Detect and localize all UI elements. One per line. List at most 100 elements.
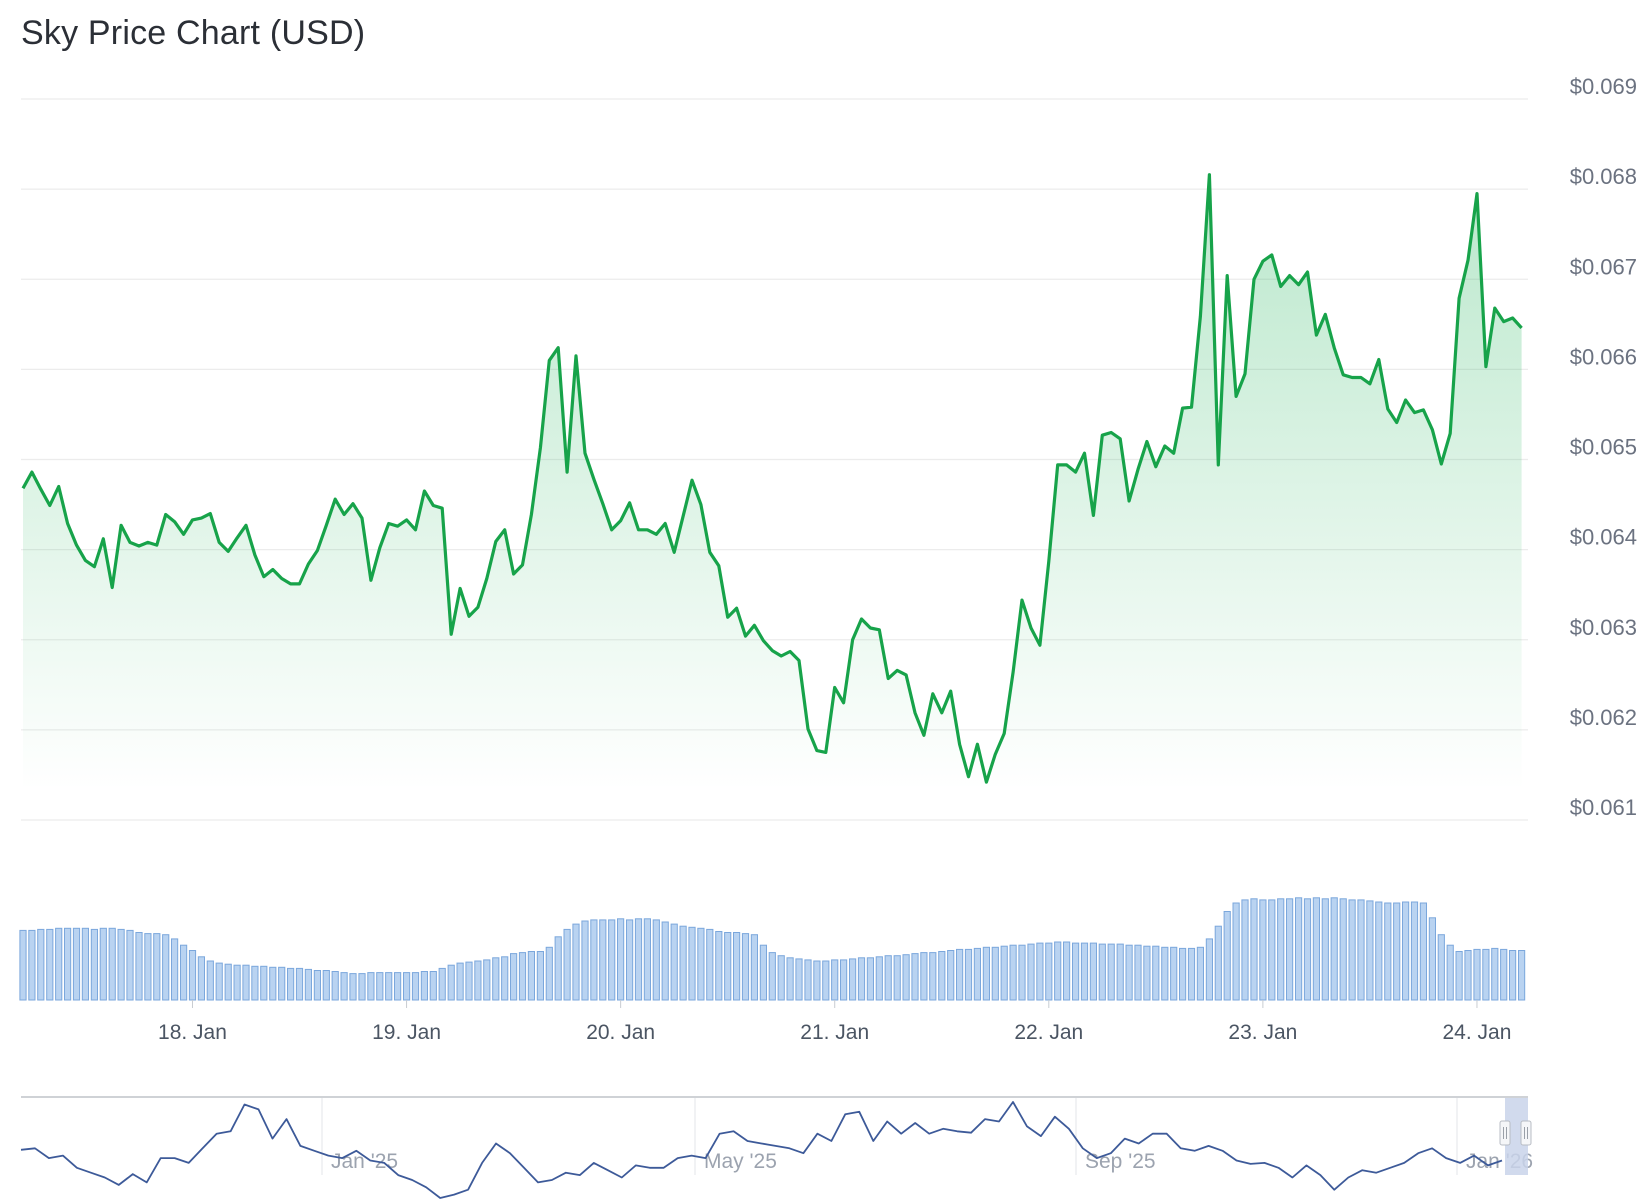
volume-bar [929,952,937,1001]
volume-bar [465,961,473,1001]
volume-bar [1428,917,1437,1001]
volume-bar [474,960,482,1001]
volume-bar [1473,948,1481,1001]
volume-bar [563,928,571,1001]
volume-bar [420,971,428,1001]
volume-bar [991,946,999,1001]
volume-bar [64,927,72,1001]
volume-bar [1223,911,1231,1001]
volume-bar [581,920,589,1001]
volume-bar [251,965,259,1001]
volume-bar [706,928,714,1001]
volume-bar [99,927,107,1001]
volume-bar [188,950,197,1001]
volume-bar [1080,942,1089,1001]
volume-bar [322,970,330,1001]
y-tick-label: $0.064 [1570,525,1637,550]
volume-bar [144,933,152,1001]
y-axis-labels: $0.069 $0.068 $0.067 $0.066 $0.065 $0.064 $0.0… [1570,74,1637,820]
volume-bar [590,919,598,1001]
volume-bar [1446,944,1454,1001]
volume-bar [349,973,357,1001]
volume-bar [652,919,660,1001]
volume-bar [1179,947,1187,1001]
x-tick-label: 22. Jan [1014,1021,1083,1044]
volume-bar [902,954,910,1001]
volume-bar [608,919,616,1001]
volume-bar [1437,934,1445,1001]
volume-bar [626,919,634,1001]
volume-bar [1232,902,1240,1001]
navigator-right-handle[interactable] [1520,1120,1532,1146]
volume-bar [233,964,241,1001]
volume-bar [786,957,794,1001]
volume-bar [572,923,580,1001]
volume-bar [1107,943,1115,1001]
volume-bar [750,934,758,1001]
volume-bar [1286,898,1294,1001]
navigator-left-handle[interactable] [1499,1120,1511,1146]
volume-bar [813,960,821,1001]
volume-bar [1303,898,1312,1001]
volume-bar [715,931,723,1001]
volume-bar [822,960,830,1001]
volume-bar [1250,898,1258,1001]
volume-bar [804,959,812,1001]
handle-grip-icon [1499,1120,1511,1146]
volume-bar [1366,900,1374,1001]
volume-bar [1036,942,1044,1001]
x-tick-label: 21. Jan [800,1021,869,1044]
volume-bar [1491,947,1499,1001]
volume-bar [438,967,446,1001]
volume-bar [483,959,491,1001]
chart-title: Sky Price Chart (USD) [21,14,366,52]
volume-bar [72,927,81,1001]
volume-bar [1277,898,1285,1001]
volume-bar [501,956,509,1001]
y-tick-label: $0.069 [1570,74,1637,99]
navigator[interactable]: Jan '25 May '25 Sep '25 Jan '26 [20,1096,1533,1199]
volume-bar [1187,947,1196,1001]
volume-bar [849,958,857,1001]
price-line[interactable] [21,173,1523,784]
volume-bar [1045,942,1053,1001]
volume-bar [741,933,750,1001]
x-tick-label: 19. Jan [372,1021,441,1044]
x-tick-label: 24. Jan [1443,1021,1512,1044]
navigator-tick-label: May '25 [704,1150,777,1173]
volume-bar [162,934,170,1001]
volume-bar [1464,950,1472,1001]
volume-bar [1259,899,1267,1001]
navigator-tick-label: Sep '25 [1085,1150,1156,1173]
volume-bar [1410,901,1419,1001]
volume-bar [269,966,277,1001]
volume-bar [278,966,286,1001]
volume-bar [447,964,455,1001]
volume-bar [46,928,54,1001]
volume-bar [617,918,625,1001]
x-tick-label: 18. Jan [158,1021,227,1044]
volume-bar [536,951,544,1001]
volume-bar [1295,897,1303,1001]
volume-bar [1402,901,1410,1001]
y-tick-label: $0.068 [1570,164,1637,189]
volume-bar [777,955,785,1001]
volume-bar [224,963,232,1001]
volume-bar [920,952,928,1001]
volume-bar [108,927,116,1001]
volume-bar [554,936,562,1001]
volume-bar [733,932,741,1001]
volume-bar [1348,899,1356,1001]
volume-bar [1054,941,1062,1001]
volume-bar [358,973,366,1001]
volume-bar [724,932,732,1001]
volume-bar [287,967,295,1001]
volume-bar [429,971,437,1001]
volume-bars [19,897,1526,1001]
volume-bar [911,953,919,1001]
volume-bar [1500,948,1508,1001]
volume-bar [599,919,607,1001]
volume-bar [403,972,411,1001]
volume-bar [643,918,651,1001]
